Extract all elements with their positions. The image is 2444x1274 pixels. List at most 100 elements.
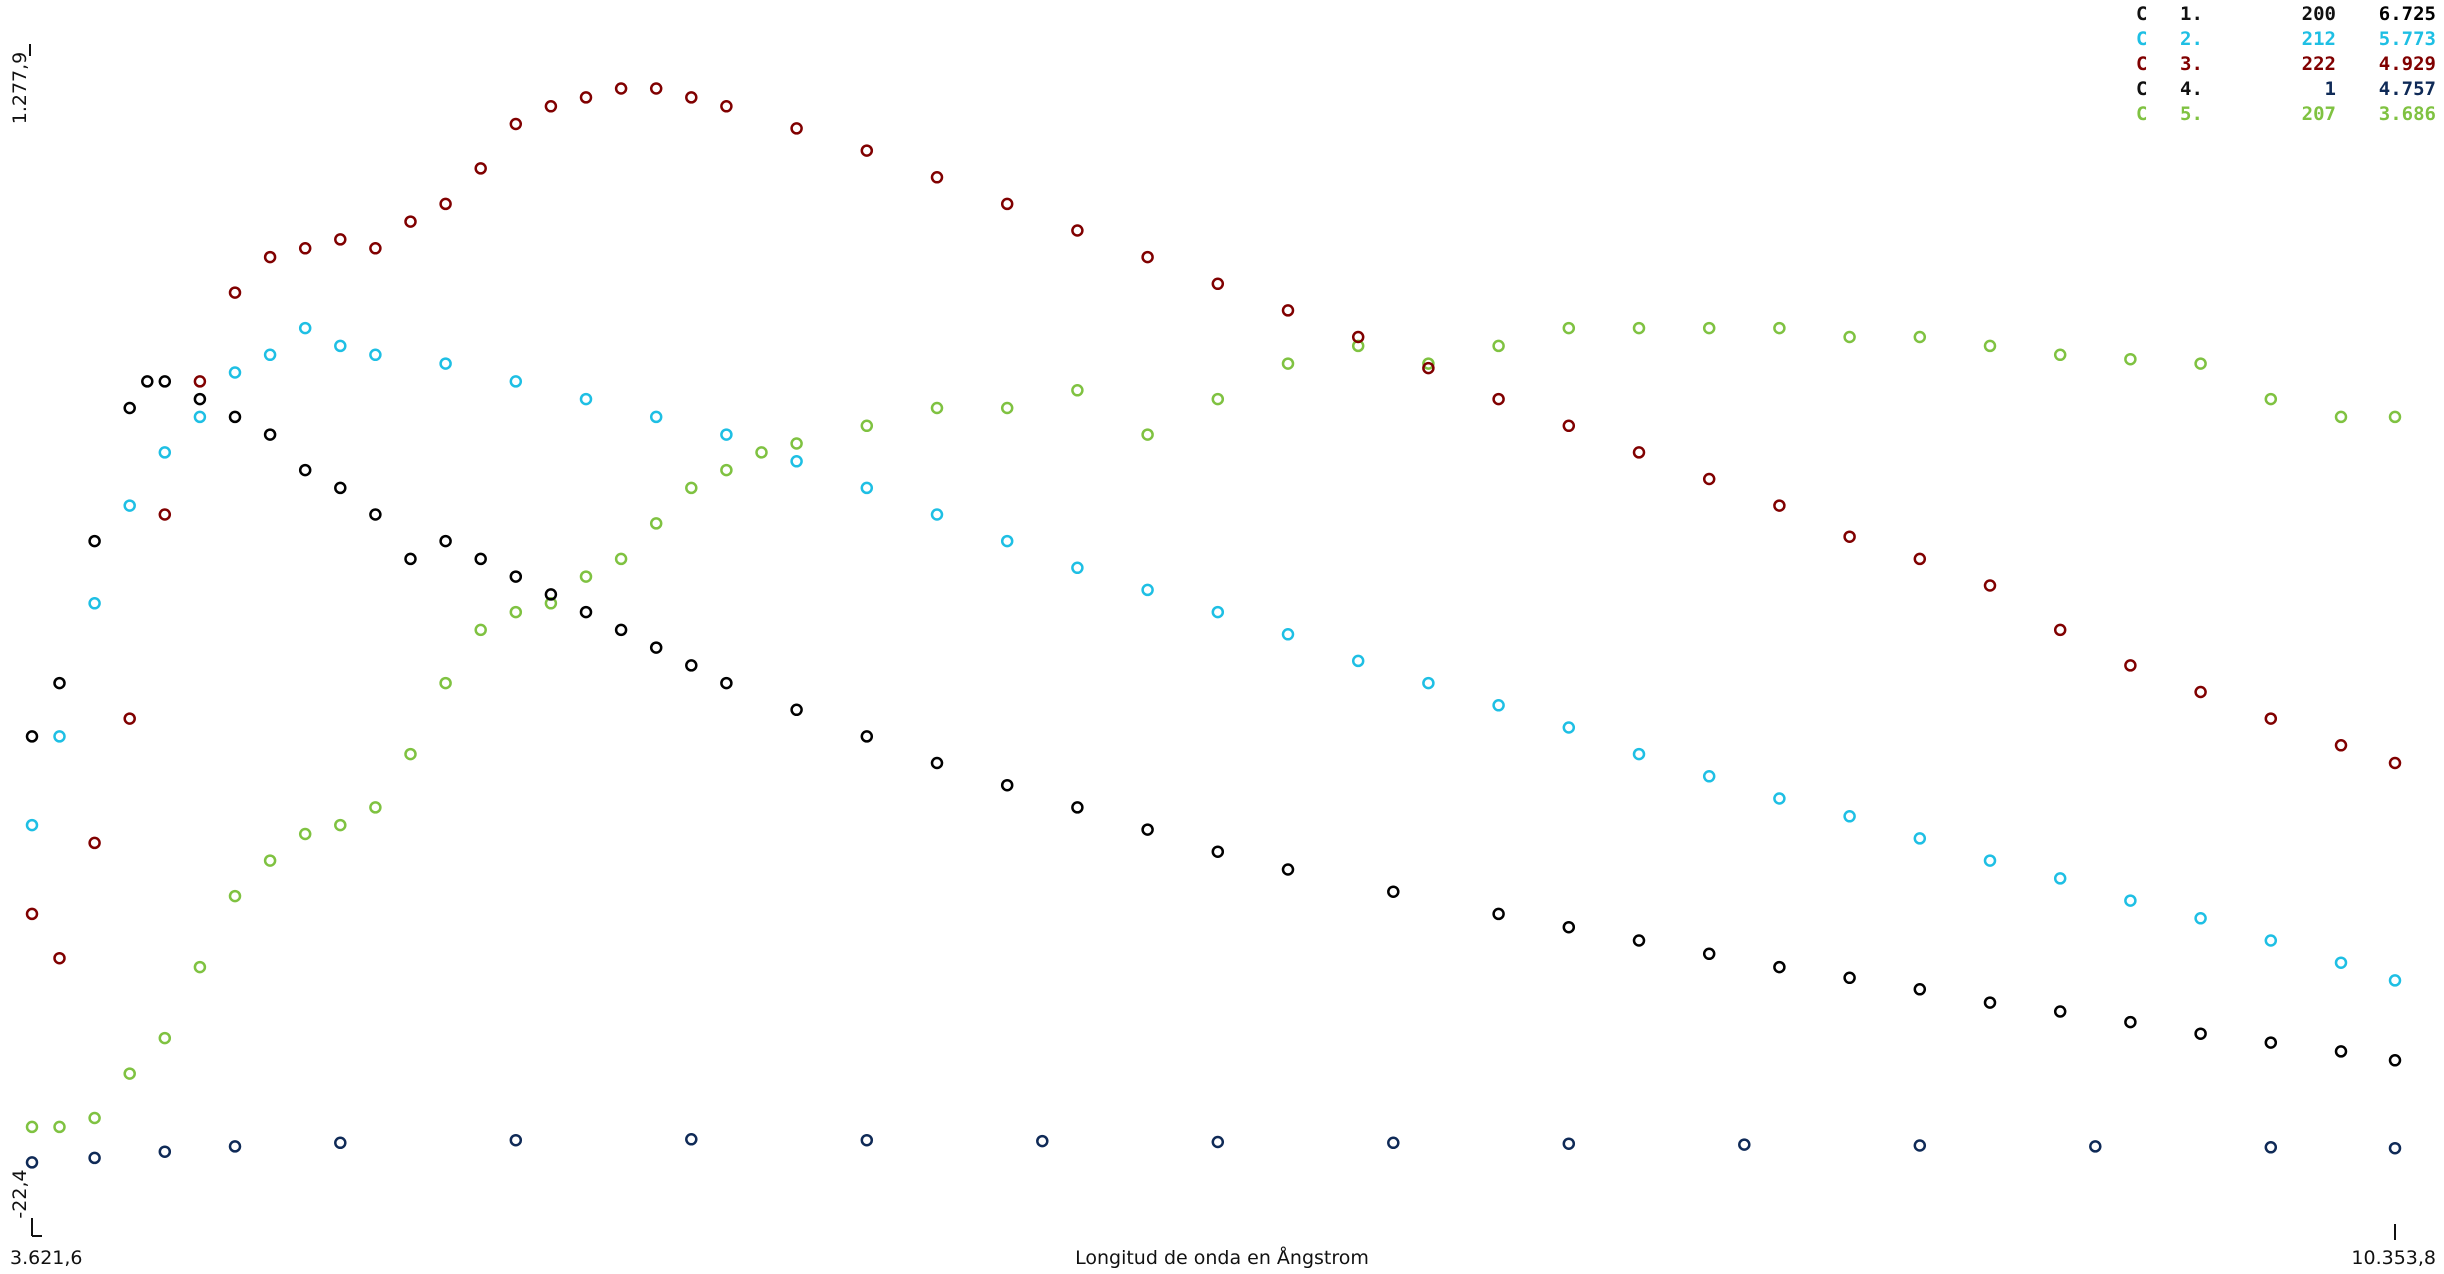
data-point	[369, 242, 382, 255]
data-point	[544, 100, 558, 113]
data-point	[649, 410, 663, 424]
data-point	[1281, 304, 1295, 317]
data-point	[193, 392, 207, 406]
legend-entry-1: C 1. 200 6.725	[2136, 3, 2436, 25]
data-point	[193, 375, 207, 388]
data-point	[228, 410, 242, 424]
data-point	[1632, 446, 1646, 459]
data-point	[1773, 321, 1786, 335]
y-tick-label-bottom: -22,4	[9, 1169, 31, 1218]
legend-entry-4: C 4. 1 4.757	[2136, 78, 2436, 100]
legend-prefix: C	[2136, 53, 2147, 75]
data-point	[1913, 552, 1927, 566]
data-point	[544, 588, 558, 601]
legend-entry-3: C 3. 222 4.929	[2136, 53, 2436, 75]
data-point	[158, 1145, 172, 1158]
data-point	[1492, 339, 1505, 353]
data-point	[930, 401, 944, 415]
legend-prefix: C	[2136, 103, 2147, 125]
data-point	[1702, 770, 1716, 783]
data-point	[2264, 1141, 2278, 1154]
legend-count: 212	[2302, 28, 2336, 50]
data-point	[930, 171, 944, 184]
data-point	[685, 91, 698, 104]
data-point	[860, 419, 874, 433]
data-point	[1632, 934, 1646, 947]
data-point	[193, 960, 207, 974]
data-point	[685, 659, 698, 672]
data-point	[2388, 1054, 2402, 1067]
data-point	[790, 122, 803, 135]
data-point	[298, 827, 312, 841]
series-1	[25, 375, 2402, 1067]
data-point	[579, 570, 593, 583]
data-point	[88, 1151, 101, 1165]
data-point	[1738, 1138, 1751, 1151]
data-point	[720, 428, 733, 441]
data-point	[2388, 974, 2402, 987]
data-point	[649, 641, 663, 654]
data-point	[1000, 197, 1014, 211]
data-point	[1702, 947, 1716, 961]
data-point	[123, 1067, 136, 1080]
data-point	[334, 818, 347, 832]
data-point	[88, 534, 101, 548]
series-2	[25, 321, 2402, 987]
legend-value: 6.725	[2379, 3, 2436, 25]
data-point	[614, 82, 628, 95]
data-point	[614, 552, 628, 566]
legend-count: 1	[2325, 78, 2336, 100]
data-point	[1422, 361, 1435, 375]
data-point	[25, 818, 39, 832]
data-point	[2194, 912, 2207, 925]
series-layer	[25, 82, 2402, 1169]
data-point	[790, 437, 803, 450]
data-point	[1000, 778, 1014, 792]
data-point	[2334, 410, 2348, 424]
data-point	[1036, 1134, 1049, 1148]
data-point	[1211, 1135, 1225, 1149]
data-point	[1000, 401, 1014, 415]
data-point	[1281, 357, 1295, 370]
data-point	[25, 907, 39, 921]
data-point	[228, 286, 242, 299]
data-point	[720, 676, 733, 690]
data-point	[439, 357, 452, 370]
data-point	[1211, 605, 1225, 619]
data-point	[158, 1031, 172, 1045]
legend-count: 200	[2302, 3, 2336, 25]
legend-entry-5: C 5. 207 3.686	[2136, 103, 2436, 125]
data-point	[263, 250, 277, 264]
series-3	[25, 82, 2402, 965]
legend-count: 222	[2302, 53, 2336, 75]
data-point	[53, 676, 66, 690]
data-point	[860, 144, 874, 157]
data-point	[1562, 1137, 1576, 1150]
data-point	[2053, 872, 2067, 885]
x-tick-label-left: 3.621,6	[10, 1247, 83, 1269]
data-point	[649, 82, 663, 95]
data-point	[1562, 920, 1576, 934]
data-point	[25, 1156, 39, 1169]
legend-prefix: C	[2136, 28, 2147, 50]
data-point	[334, 233, 347, 246]
data-point	[404, 215, 417, 228]
data-point	[509, 1133, 523, 1147]
data-point	[404, 552, 417, 566]
data-point	[25, 1120, 39, 1134]
data-point	[2334, 739, 2348, 752]
data-point	[1913, 983, 1927, 996]
data-point	[334, 339, 347, 353]
legend-value: 5.773	[2379, 28, 2436, 50]
data-point	[2194, 685, 2207, 699]
data-point	[509, 375, 523, 388]
data-point	[439, 534, 452, 548]
data-point	[1843, 530, 1856, 543]
data-point	[1211, 392, 1225, 406]
data-point	[2264, 712, 2278, 725]
data-point	[263, 428, 277, 441]
data-point	[1983, 996, 1997, 1009]
data-point	[1351, 654, 1365, 668]
legend-index: 3.	[2180, 53, 2203, 75]
